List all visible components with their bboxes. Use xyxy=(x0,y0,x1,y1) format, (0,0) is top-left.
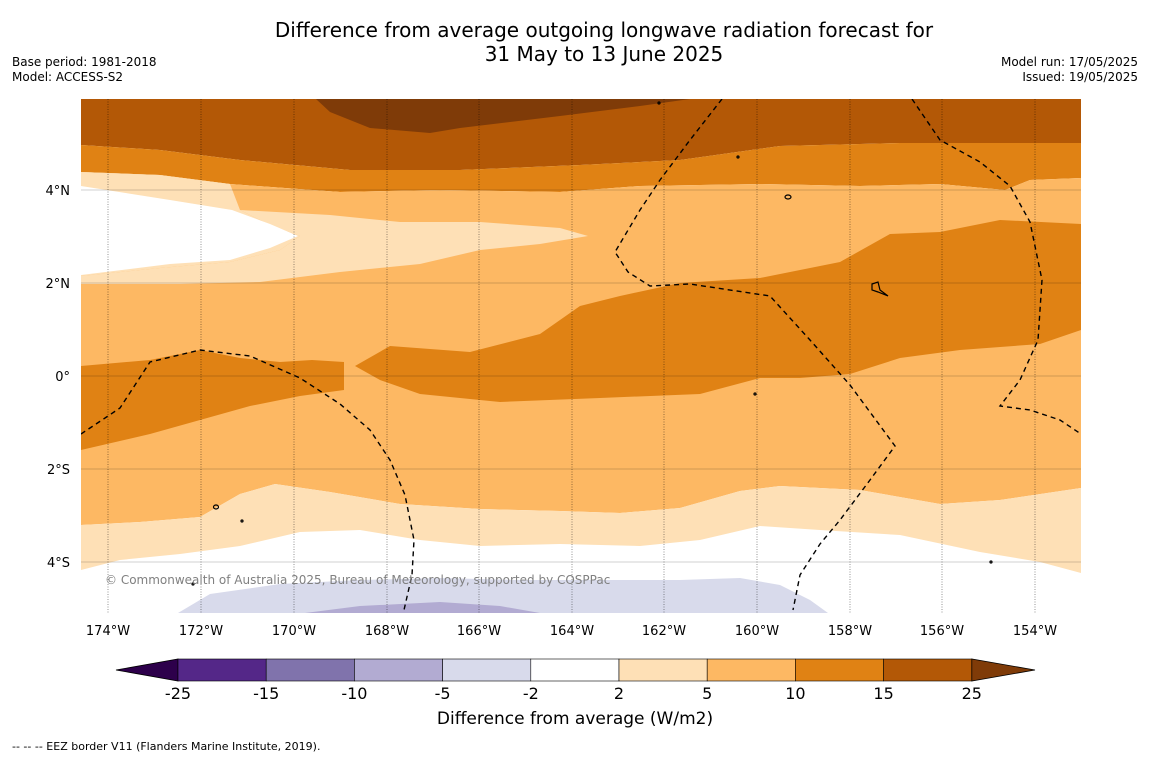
title-line-1: Difference from average outgoing longwav… xyxy=(274,18,934,42)
colorbar-extend-min xyxy=(115,658,179,682)
island-small-5 xyxy=(736,155,740,159)
base-period-text: Base period: 1981-2018 xyxy=(12,55,157,69)
model-text: Model: ACCESS-S2 xyxy=(12,70,124,84)
colorbar-swatch xyxy=(883,658,973,682)
longitude-label: 166°W xyxy=(457,624,501,639)
islands xyxy=(191,101,993,586)
band-10-15-middle xyxy=(81,350,344,450)
eez-footnote: -- -- -- EEZ border V11 (Flanders Marine… xyxy=(12,740,321,753)
longitude-label: 156°W xyxy=(920,624,964,639)
colorbar-swatch xyxy=(618,658,708,682)
longitude-label: 164°W xyxy=(550,624,594,639)
graticule xyxy=(81,99,1081,613)
band-minus5-minus2 xyxy=(178,578,828,613)
chart-title: Difference from average outgoing longwav… xyxy=(0,18,1150,66)
colorbar-swatch xyxy=(795,658,884,682)
colorbar-tick-label: 10 xyxy=(785,684,805,700)
meta-right: Model run: 17/05/2025 Issued: 19/05/2025 xyxy=(1001,55,1138,85)
map-figure: © Commonwealth of Australia 2025, Bureau… xyxy=(46,99,1081,700)
colorbar-swatch xyxy=(706,658,796,682)
colorbar-swatch xyxy=(177,658,267,682)
island-small-4 xyxy=(657,101,661,105)
island-jarvis xyxy=(784,194,792,200)
longitude-label: 168°W xyxy=(365,624,409,639)
colorbar-swatch xyxy=(354,658,443,682)
colorbar-tick-label: 5 xyxy=(702,684,712,700)
colorbar-swatch xyxy=(530,658,620,682)
colorbar-tick-label: 25 xyxy=(962,684,982,700)
island-small-1 xyxy=(212,504,220,510)
colorbar-tick-label: -10 xyxy=(341,684,367,700)
eez-border-east xyxy=(911,99,1081,435)
band-minus10-minus5 xyxy=(305,602,540,613)
longitude-label: 160°W xyxy=(735,624,779,639)
meta-left: Base period: 1981-2018 Model: ACCESS-S2 xyxy=(12,55,157,85)
colorbar-tick-label: -15 xyxy=(253,684,279,700)
copyright-notice: © Commonwealth of Australia 2025, Bureau… xyxy=(105,573,610,587)
band-2-5-bottom xyxy=(81,484,1081,573)
colorbar: -25 -15 -10 -5 -2 2 5 10 15 25 xyxy=(115,658,1036,700)
issued-text: Issued: 19/05/2025 xyxy=(1022,70,1138,84)
band-10-15-top xyxy=(81,143,1081,192)
colorbar-label: Difference from average (W/m2) xyxy=(436,709,714,729)
title-line-2: 31 May to 13 June 2025 xyxy=(484,42,724,66)
longitude-label: 154°W xyxy=(1013,624,1057,639)
longitude-label: 158°W xyxy=(828,624,872,639)
latitude-label: 4°N xyxy=(46,184,71,199)
island-small-2 xyxy=(240,519,244,523)
colorbar-tick-label: 2 xyxy=(614,684,624,700)
colorbar-tick-label: 15 xyxy=(873,684,893,700)
island-small-6 xyxy=(989,560,993,564)
band-neutral-left xyxy=(81,186,298,275)
colorbar-tick-label: -25 xyxy=(165,684,191,700)
longitude-label: 174°W xyxy=(86,624,130,639)
longitude-label: 162°W xyxy=(642,624,686,639)
eez-borders xyxy=(81,99,1081,611)
band-2-5-tongue xyxy=(81,210,588,284)
latitude-label: 2°N xyxy=(46,277,71,292)
model-run-text: Model run: 17/05/2025 xyxy=(1000,55,1138,69)
island-small-3 xyxy=(753,392,757,396)
longitude-labels: 174°W 172°W 170°W 168°W 166°W 164°W 162°W 160°W… xyxy=(86,624,1057,639)
olr-anomaly-field xyxy=(81,99,1081,613)
longitude-label: 172°W xyxy=(179,624,223,639)
longitude-label: 170°W xyxy=(272,624,316,639)
colorbar-tick-label: -2 xyxy=(523,684,539,700)
island-small-7 xyxy=(191,582,195,586)
island-kiritimati xyxy=(871,281,889,297)
colorbar-tick-label: -5 xyxy=(435,684,451,700)
latitude-label: 4°S xyxy=(47,556,70,571)
latitude-labels: 4°N 2°N 0° 2°S 4°S xyxy=(46,184,71,571)
band-10-15-east xyxy=(355,220,1081,402)
band-15-25 xyxy=(81,99,1081,170)
latitude-label: 2°S xyxy=(47,463,70,478)
colorbar-swatch xyxy=(265,658,355,682)
eez-border-west-1 xyxy=(81,349,415,611)
eez-border-central xyxy=(614,99,896,611)
band-above-25 xyxy=(316,99,690,133)
colorbar-extend-max xyxy=(971,658,1036,682)
latitude-label: 0° xyxy=(55,370,70,385)
colorbar-swatch xyxy=(442,658,532,682)
